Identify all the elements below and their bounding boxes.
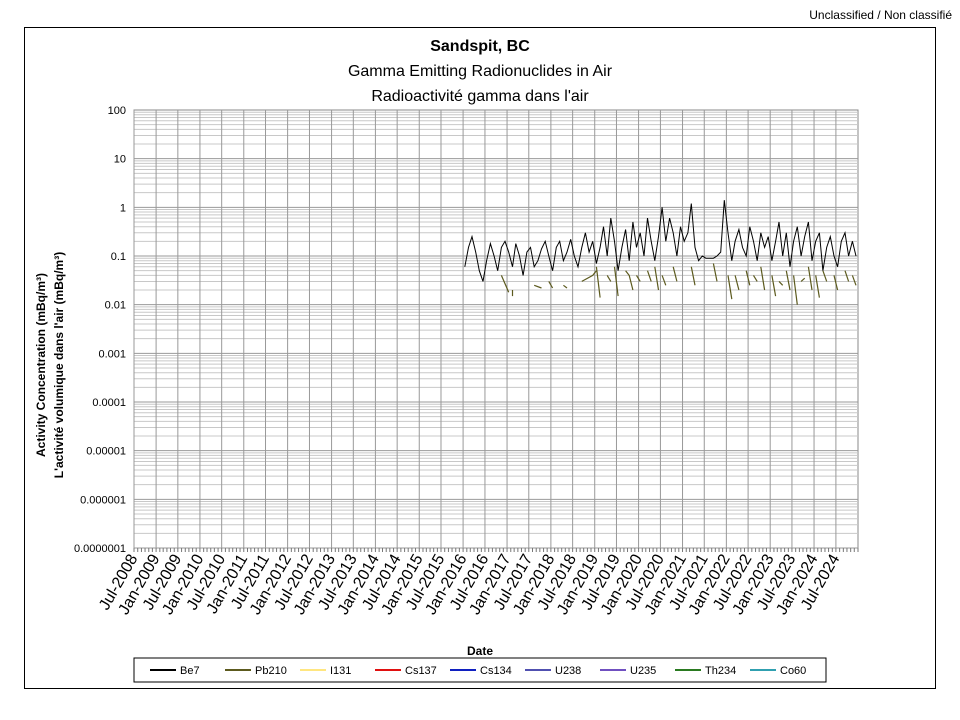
series-segment-pb210 xyxy=(734,275,740,291)
series-segment-pb210 xyxy=(785,270,791,291)
series-segment-pb210 xyxy=(646,270,652,282)
series-segment-pb210 xyxy=(581,270,597,282)
series-segment-pb210 xyxy=(548,281,554,289)
series-segment-pb210 xyxy=(851,275,857,286)
series-segment-pb210 xyxy=(807,266,813,291)
series-segment-pb210 xyxy=(815,275,820,298)
series-segment-pb210 xyxy=(595,266,601,298)
legend-label-be7: Be7 xyxy=(180,665,200,677)
y-tick-label: 0.001 xyxy=(98,348,126,360)
legend-label-co60: Co60 xyxy=(780,665,806,677)
series-segment-pb210 xyxy=(533,284,542,289)
series-segment-pb210 xyxy=(760,266,766,291)
y-tick-label: 10 xyxy=(114,154,126,166)
plot-area xyxy=(133,109,859,549)
series-lines xyxy=(464,200,857,305)
series-segment-pb210 xyxy=(606,275,612,282)
series-segment-pb210 xyxy=(778,280,784,286)
x-axis-title: Date xyxy=(467,644,493,658)
y-tick-label: 0.000001 xyxy=(80,494,126,506)
series-segment-pb210 xyxy=(800,277,806,282)
chart-subtitle-fr: Radioactivité gamma dans l'air xyxy=(371,88,589,105)
legend-label-u238: U238 xyxy=(555,665,581,677)
legend-label-th234: Th234 xyxy=(705,665,736,677)
chart-subtitle-en: Gamma Emitting Radionuclides in Air xyxy=(348,63,613,80)
series-segment-pb210 xyxy=(712,263,718,282)
y-tick-label: 100 xyxy=(108,105,126,117)
series-segment-pb210 xyxy=(752,275,758,282)
legend: Be7 Pb210 I131 Cs137 Cs134 U238 U235 Th234 Co60 xyxy=(150,665,806,677)
y-axis-title-en: Activity Concentration (mBq/m³) xyxy=(34,273,48,457)
legend-label-cs137: Cs137 xyxy=(405,665,437,677)
series-segment-pb210 xyxy=(672,266,678,282)
y-tick-label: 1 xyxy=(120,202,126,214)
y-tick-label: 0.1 xyxy=(111,251,126,263)
series-segment-pb210 xyxy=(635,275,641,282)
series-segment-pb210 xyxy=(793,275,798,305)
series-segment-pb210 xyxy=(654,266,660,291)
legend-label-cs134: Cs134 xyxy=(480,665,512,677)
series-segment-pb210 xyxy=(771,275,777,297)
chart-frame xyxy=(24,27,936,689)
series-segment-pb210 xyxy=(822,270,828,282)
y-tick-label: 0.0001 xyxy=(92,397,126,409)
legend-label-i131: I131 xyxy=(330,665,351,677)
classification-label: Unclassified / Non classifié xyxy=(809,8,952,22)
y-tick-labels: 100 10 1 0.1 0.01 0.001 0.0001 0.00001 0.000001 0… xyxy=(74,105,126,555)
series-segment-pb210 xyxy=(500,275,510,293)
legend-label-u235: U235 xyxy=(630,665,656,677)
series-line-be7 xyxy=(464,200,857,282)
grid xyxy=(133,109,859,552)
series-segment-pb210 xyxy=(745,270,751,286)
chart-title: Sandspit, BC xyxy=(430,38,530,55)
series-segment-pb210 xyxy=(833,275,839,291)
series-segment-pb210 xyxy=(613,266,619,297)
series-segment-pb210 xyxy=(661,275,667,286)
x-tick-labels: Jul-2008Jan-2009Jul-2009Jan-2010Jul-2010… xyxy=(96,551,843,617)
y-tick-label: 0.0000001 xyxy=(74,543,126,555)
y-tick-label: 0.00001 xyxy=(86,446,126,458)
series-segment-pb210 xyxy=(844,270,850,282)
y-axis-title-fr: L'activité volumique dans l'air (mBq/m³) xyxy=(52,252,66,478)
series-segment-pb210 xyxy=(690,266,696,286)
y-tick-label: 0.01 xyxy=(105,300,126,312)
series-segment-pb210 xyxy=(563,284,568,289)
series-segment-pb210 xyxy=(727,275,733,300)
series-segment-pb210 xyxy=(625,270,634,291)
legend-label-pb210: Pb210 xyxy=(255,665,287,677)
